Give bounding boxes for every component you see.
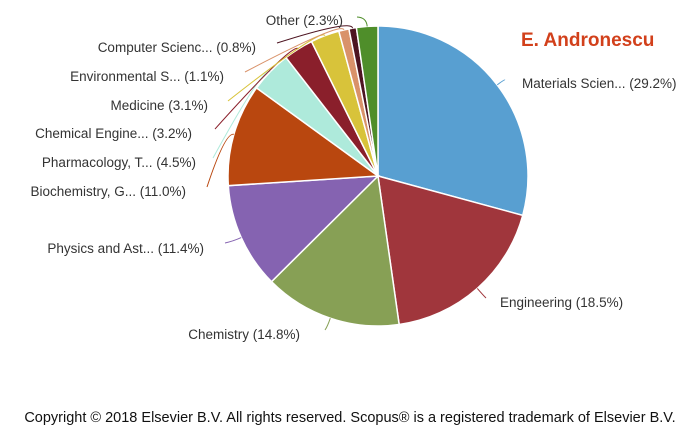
pie-slice xyxy=(227,86,381,187)
slice-label: Chemical Engine... (3.2%) xyxy=(35,126,192,141)
chart-title: E. Andronescu xyxy=(521,30,655,51)
slice-label: Physics and Ast... (11.4%) xyxy=(47,241,204,256)
slice-label: Engineering (18.5%) xyxy=(500,295,623,310)
leader-line xyxy=(356,16,368,27)
slice-label: Pharmacology, T... (4.5%) xyxy=(42,155,196,170)
pie-slice xyxy=(227,175,380,283)
slice-label: Computer Scienc... (0.8%) xyxy=(98,40,256,55)
pie-slice xyxy=(377,25,529,217)
slice-label: Medicine (3.1%) xyxy=(110,98,208,113)
leader-line xyxy=(244,28,345,73)
leader-line xyxy=(476,288,487,299)
leader-line xyxy=(227,34,326,102)
slice-label: Other (2.3%) xyxy=(266,13,343,28)
slice-label: Materials Scien... (29.2%) xyxy=(522,76,677,91)
slice-label: Biochemistry, G... (11.0%) xyxy=(30,184,186,199)
slice-label: Chemistry (14.8%) xyxy=(188,327,300,342)
leader-line xyxy=(324,318,331,331)
copyright-footer: Copyright © 2018 Elsevier B.V. All right… xyxy=(24,410,676,426)
leader-line xyxy=(206,133,235,188)
leader-line xyxy=(224,237,242,244)
leader-line xyxy=(276,25,354,44)
slice-label: Environmental S... (1.1%) xyxy=(70,69,224,84)
leader-line xyxy=(496,79,506,86)
pie-chart: Materials Scien... (29.2%) Engineering (1… xyxy=(30,13,677,342)
